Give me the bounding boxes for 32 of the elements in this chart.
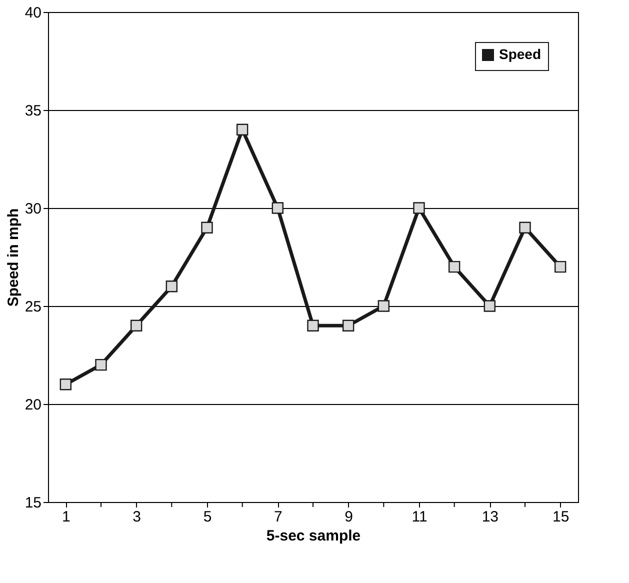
x-tick-label: 5 [203,508,212,526]
point [484,300,496,312]
x-tick-label: 13 [482,508,499,526]
x-tick-label: 3 [132,508,142,526]
point [236,124,248,136]
point [413,202,425,214]
x-tick-label: 11 [412,508,428,526]
point [60,378,72,390]
point [378,300,390,312]
x-tick-label: 9 [344,508,354,526]
x-tick-label: 7 [274,508,282,526]
point [342,320,354,332]
y-tick-label: 35 [24,102,42,120]
point [448,260,460,273]
point [272,202,284,214]
y-tick-label: 40 [24,4,42,22]
point [166,280,178,292]
legend-label: Speed [499,46,542,62]
point [307,320,319,332]
y-tick-label: 20 [24,396,42,414]
point [201,222,213,234]
point [554,260,566,273]
point [519,222,531,234]
y-tick-label: 30 [24,200,42,218]
point [95,358,107,371]
x-tick-label: 1 [62,508,70,526]
y-tick-label: 25 [24,298,42,316]
x-tick-label: 15 [552,508,570,526]
x-axis-title: 5-sec sample [266,528,361,544]
y-tick-label: 15 [24,494,42,512]
y-axis-title: Speed in mph [4,208,22,307]
point [130,320,142,332]
